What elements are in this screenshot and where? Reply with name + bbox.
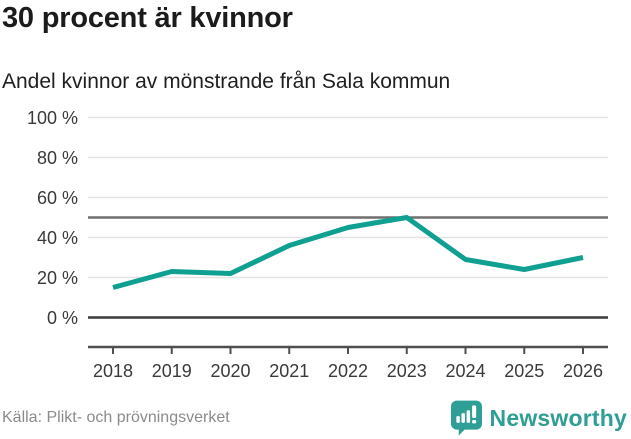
y-tick-label: 80 % [37, 148, 78, 168]
x-tick-label: 2020 [210, 361, 250, 381]
bar-medium [460, 413, 465, 423]
x-tick-label: 2021 [269, 361, 309, 381]
y-tick-label: 60 % [37, 188, 78, 208]
y-tick-label: 0 % [47, 308, 78, 328]
x-tick-label: 2025 [504, 361, 544, 381]
bar-short [455, 416, 460, 423]
y-tick-label: 40 % [37, 228, 78, 248]
exclamation-bar [471, 405, 476, 418]
x-tick-label: 2019 [152, 361, 192, 381]
newsworthy-logo[interactable]: Newsworthy [450, 400, 627, 436]
y-tick-label: 20 % [37, 268, 78, 288]
brand-name: Newsworthy [489, 404, 627, 431]
chart-subtitle: Andel kvinnor av mönstrande från Sala ko… [2, 70, 451, 93]
speech-bubble-shape [450, 400, 482, 436]
x-tick-label: 2024 [445, 361, 485, 381]
page-title: 30 procent är kvinnor [2, 2, 293, 34]
data-series-line [112, 215, 584, 290]
x-tick-label: 2018 [93, 361, 133, 381]
exclamation-dot [471, 419, 476, 424]
bar-tall [466, 410, 470, 423]
source-caption: Källa: Plikt- och prövningsverket [2, 409, 230, 426]
x-tick-label: 2022 [328, 361, 368, 381]
y-tick-label: 100 % [27, 108, 78, 128]
x-tick-label: 2023 [387, 361, 427, 381]
x-tick-label: 2026 [563, 361, 603, 381]
newsworthy-badge-icon [450, 400, 482, 436]
